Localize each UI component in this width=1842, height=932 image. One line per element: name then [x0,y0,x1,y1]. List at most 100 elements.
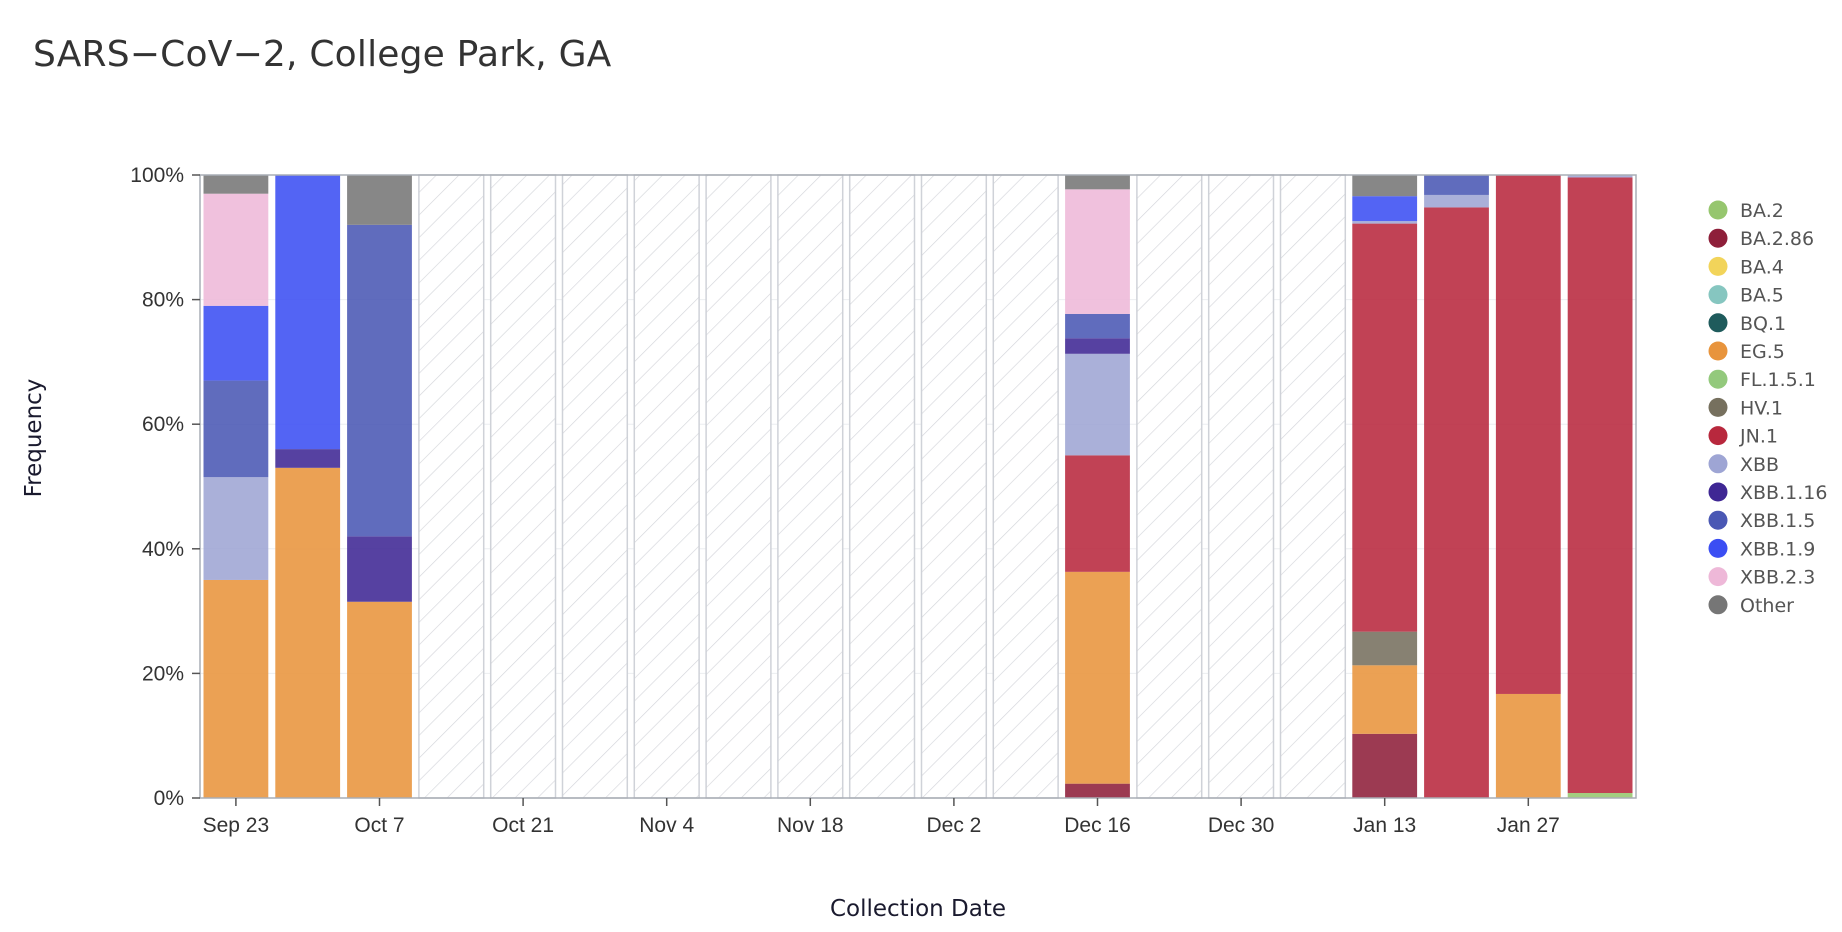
y-tick-label: 80% [142,289,184,312]
x-tick-label: Nov 4 [639,814,694,837]
bar-segment-oct-7-other[interactable] [347,175,412,225]
y-tick-label: 20% [142,662,184,685]
bar-segment-sep-23-other[interactable] [203,175,269,194]
bar-segment-sep-23-eg-5[interactable] [203,579,269,798]
bar-segment-feb-3-xbb[interactable] [1567,175,1633,178]
legend-swatch-ba-2 [1708,200,1728,220]
x-tick-label: Dec 16 [1064,814,1131,837]
bar-segment-sep-30-eg-5[interactable] [275,467,341,798]
legend-swatch-ba-5 [1708,285,1728,305]
bar-segment-jan-13-other[interactable] [1352,175,1418,197]
legend-swatch-xbb-2-3 [1708,567,1728,587]
bar-segment-dec-16-xbb-1-16[interactable] [1065,338,1130,354]
bar-segment-dec-16-xbb-2-3[interactable] [1065,189,1130,314]
legend-swatch-xbb-1-16 [1708,482,1728,502]
x-tick-label: Oct 7 [354,814,404,837]
bar-segment-jan-13-xbb[interactable] [1352,221,1418,224]
no-data-bar-oct-14 [418,174,485,799]
bar-segment-dec-16-xbb-1-5[interactable] [1065,313,1130,339]
y-axis-label: Frequency [21,379,47,498]
bar-segment-oct-7-xbb-1-16[interactable] [347,536,412,602]
no-data-bar-dec-2 [920,174,988,799]
legend-swatch-other [1708,595,1728,615]
bar-segment-jan-13-xbb-1-9[interactable] [1352,196,1418,222]
bar-segment-jan-20-xbb[interactable] [1424,194,1489,208]
legend-label-ba-4[interactable]: BA.4 [1740,256,1784,278]
no-data-bar-nov-25 [848,174,916,799]
bar-segment-feb-3-jn-1[interactable] [1567,177,1633,794]
x-tick-label: Nov 18 [777,814,844,837]
x-tick-label: Oct 21 [492,814,554,837]
legend-swatch-xbb-1-9 [1708,538,1728,558]
bar-segment-sep-23-xbb[interactable] [203,477,269,580]
legend-label-ba-2-86[interactable]: BA.2.86 [1740,228,1814,250]
legend-label-jn-1[interactable]: JN.1 [1739,426,1778,448]
legend-label-xbb-1-16[interactable]: XBB.1.16 [1740,482,1827,504]
y-tick-label: 40% [142,538,184,561]
bar-segment-jan-13-hv-1[interactable] [1352,631,1418,666]
bar-segment-oct-7-xbb-1-5[interactable] [347,224,412,537]
bar-segment-jan-20-xbb-1-5[interactable] [1424,175,1489,195]
bar-segment-dec-16-other[interactable] [1065,175,1130,190]
legend-label-fl-1-5-1[interactable]: FL.1.5.1 [1740,369,1816,391]
bar-segment-sep-23-xbb-1-9[interactable] [203,305,269,381]
bar-segment-jan-27-eg-5[interactable] [1495,693,1561,798]
legend-label-xbb-1-5[interactable]: XBB.1.5 [1740,510,1815,532]
legend-swatch-hv-1 [1708,397,1728,417]
bar-segment-sep-30-xbb-1-9[interactable] [275,175,341,450]
legend-label-other[interactable]: Other [1740,595,1794,617]
y-tick-label: 100% [130,164,184,187]
bar-segment-sep-23-xbb-1-5[interactable] [203,380,269,478]
legend-label-bq-1[interactable]: BQ.1 [1740,313,1786,335]
x-tick-label: Sep 23 [203,814,270,837]
y-tick-label: 0% [154,787,184,810]
bar-segment-jan-20-jn-1[interactable] [1424,207,1489,798]
no-data-bar-nov-4 [633,174,700,799]
legend-label-hv-1[interactable]: HV.1 [1740,397,1783,419]
bar-segment-oct-7-eg-5[interactable] [347,601,412,798]
plot-frame [199,174,1637,799]
legend-swatch-fl-1-5-1 [1708,369,1728,389]
bar-segment-dec-16-ba-2-86[interactable] [1065,783,1130,798]
legend-label-eg-5[interactable]: EG.5 [1740,341,1785,363]
y-tick-label: 60% [142,413,184,436]
bar-segment-jan-13-ba-2-86[interactable] [1352,733,1418,798]
bar-segment-dec-16-xbb[interactable] [1065,353,1130,456]
bar-segment-sep-23-xbb-2-3[interactable] [203,193,269,306]
no-data-bar-dec-9 [992,174,1059,799]
bar-segment-dec-16-eg-5[interactable] [1065,571,1130,784]
bar-segment-jan-13-eg-5[interactable] [1352,665,1418,734]
legend-swatch-eg-5 [1708,341,1728,361]
bar-segment-dec-16-jn-1[interactable] [1065,455,1130,572]
no-data-bar-oct-28 [561,174,629,799]
bar-segment-feb-3-ba-2[interactable] [1567,793,1633,798]
bar-segment-jan-13-jn-1[interactable] [1352,223,1418,632]
x-axis-label: Collection Date [830,896,1006,922]
legend-swatch-ba-4 [1708,256,1728,276]
bar-segment-sep-30-xbb-1-16[interactable] [275,449,341,468]
legend-swatch-xbb [1708,454,1728,474]
legend: BA.2 BA.2.86 BA.4 BA.5 BQ.1 EG.5 FL.1.5.1 HV.1 J… [1708,200,1827,617]
x-tick-label: Jan 13 [1353,814,1416,837]
no-data-bar-jan-6 [1279,174,1347,799]
no-data-bar-oct-21 [489,174,557,799]
legend-label-ba-5[interactable]: BA.5 [1740,285,1784,307]
no-data-bar-dec-30 [1207,174,1275,799]
legend-label-xbb[interactable]: XBB [1740,454,1779,476]
legend-swatch-ba-2-86 [1708,228,1728,248]
legend-swatch-jn-1 [1708,426,1728,446]
x-tick-label: Dec 30 [1208,814,1275,837]
legend-swatch-xbb-1-5 [1708,510,1728,530]
x-axis: Sep 23 Oct 7 Oct 21 Nov 4 Nov 18 Dec 2 Dec 16 D… [203,798,1560,837]
legend-label-xbb-2-3[interactable]: XBB.2.3 [1740,567,1815,589]
legend-label-ba-2[interactable]: BA.2 [1740,200,1784,222]
legend-swatch-bq-1 [1708,313,1728,333]
x-tick-label: Dec 2 [926,814,981,837]
y-axis: 0% 20% 40% 60% 80% 100% [130,164,200,810]
bar-segment-jan-27-jn-1[interactable] [1495,175,1561,694]
x-tick-label: Jan 27 [1497,814,1560,837]
legend-label-xbb-1-9[interactable]: XBB.1.9 [1740,538,1815,560]
no-data-bar-dec-23 [1136,174,1203,799]
chart-title: SARS−CoV−2, College Park, GA [33,34,612,75]
